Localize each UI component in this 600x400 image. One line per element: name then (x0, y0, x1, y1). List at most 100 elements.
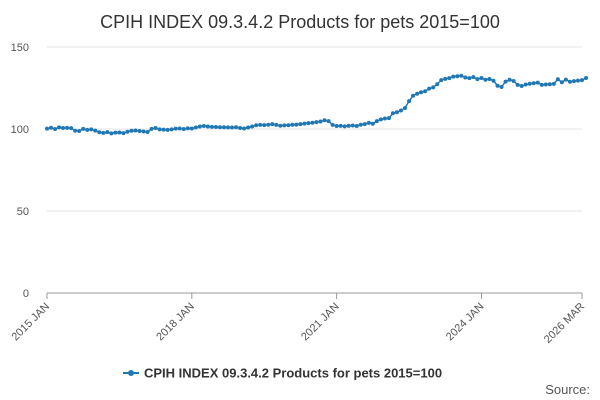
point (567, 79, 572, 84)
point (423, 89, 428, 94)
point (57, 125, 62, 130)
point (382, 116, 387, 121)
point (185, 126, 190, 131)
point (89, 127, 94, 132)
point (571, 79, 576, 84)
legend-marker (128, 370, 134, 376)
point (81, 126, 86, 131)
point (515, 82, 520, 87)
point (129, 128, 134, 133)
point (555, 77, 560, 82)
point (254, 123, 259, 128)
chart-title: CPIH INDEX 09.3.4.2 Products for pets 20… (100, 12, 500, 32)
point (133, 128, 138, 133)
point (322, 118, 327, 123)
point (286, 123, 291, 128)
point (105, 130, 110, 135)
point (491, 78, 496, 83)
point (294, 122, 299, 127)
point (197, 124, 202, 129)
point (503, 79, 508, 84)
point (209, 124, 214, 129)
point (298, 122, 303, 127)
point (161, 127, 166, 132)
y-tick-label: 50 (17, 206, 29, 218)
point (378, 117, 383, 122)
legend-label: CPIH INDEX 09.3.4.2 Products for pets 20… (144, 366, 442, 381)
point (451, 74, 456, 79)
point (274, 122, 279, 127)
point (270, 122, 275, 127)
point (250, 124, 255, 129)
point (226, 125, 231, 130)
point (346, 123, 351, 128)
point (338, 123, 343, 128)
point (495, 83, 500, 88)
point (246, 125, 251, 130)
point (149, 126, 154, 131)
point (213, 125, 218, 130)
point (580, 78, 584, 83)
point (519, 84, 524, 89)
point (258, 122, 263, 127)
point (559, 80, 564, 85)
point (374, 119, 379, 124)
point (205, 124, 210, 129)
y-tick-label: 100 (11, 124, 29, 136)
point (463, 75, 468, 80)
point (157, 127, 162, 132)
point (117, 130, 122, 135)
point (137, 128, 142, 133)
point (61, 126, 66, 131)
point (113, 130, 118, 135)
point (109, 131, 114, 136)
point (487, 76, 492, 81)
point (479, 75, 484, 80)
point (475, 77, 480, 82)
point (266, 122, 271, 127)
point (69, 126, 74, 131)
point (290, 122, 295, 127)
point (306, 121, 311, 126)
point (169, 127, 174, 132)
point (511, 78, 516, 83)
point (153, 126, 158, 131)
point (173, 126, 178, 131)
point (97, 130, 102, 135)
x-tick-label: 2015 JAN (9, 301, 52, 344)
point (330, 122, 335, 127)
point (575, 78, 580, 83)
point (358, 122, 363, 127)
point (177, 126, 182, 131)
point (73, 128, 78, 133)
point (411, 93, 416, 98)
point (302, 121, 307, 126)
point (362, 122, 367, 127)
point (145, 129, 150, 134)
point (121, 131, 126, 136)
point (189, 126, 194, 131)
point (471, 75, 476, 80)
point (439, 78, 444, 83)
point (366, 120, 371, 125)
x-tick-label: 2026 MAR (542, 301, 587, 346)
point (527, 81, 532, 86)
series-line (46, 74, 587, 135)
point (551, 81, 556, 86)
point (386, 116, 391, 121)
point (354, 124, 359, 129)
point (201, 124, 206, 129)
point (483, 77, 488, 82)
point (221, 125, 226, 130)
point (523, 82, 528, 87)
y-tick-label: 150 (11, 42, 29, 54)
point (234, 125, 239, 130)
point (370, 121, 375, 126)
point (181, 127, 186, 131)
point (282, 123, 287, 128)
y-tick-label: 0 (23, 288, 29, 300)
point (539, 82, 544, 87)
point (326, 119, 331, 124)
point (467, 76, 472, 81)
